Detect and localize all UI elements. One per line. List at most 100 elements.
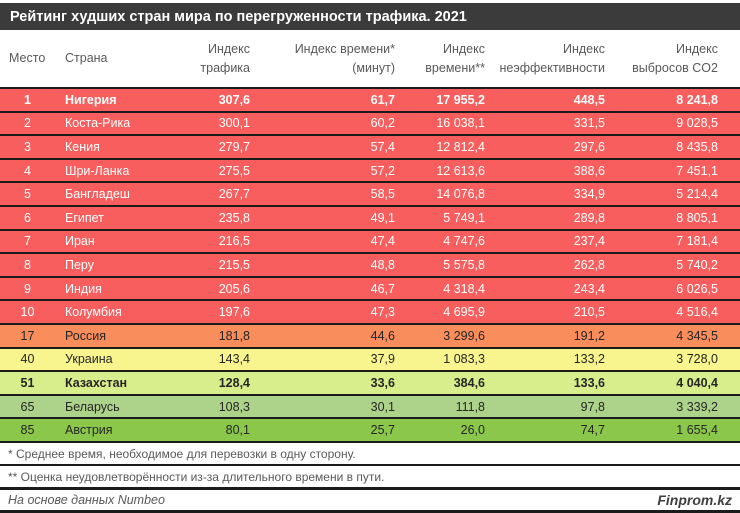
cell-traffic: 143,4 [218, 352, 250, 367]
cell-country: Россия [65, 328, 106, 343]
cell-inefficiency: 331,5 [573, 116, 605, 131]
cell-co2: 5 740,2 [676, 257, 718, 272]
cell-co2: 8 241,8 [676, 92, 718, 107]
cell-time_minutes: 57,2 [370, 163, 395, 178]
cell-co2: 8 435,8 [676, 139, 718, 154]
cell-time_minutes: 44,6 [370, 328, 395, 343]
cell-time_index: 4 747,6 [443, 234, 485, 249]
column-header-co2: Индекс выбросов CO2 [632, 42, 718, 75]
cell-traffic: 197,6 [218, 305, 250, 320]
cell-place: 9 [24, 281, 31, 296]
cell-country: Египет [65, 210, 104, 225]
cell-place: 2 [24, 116, 31, 131]
cell-traffic: 275,5 [218, 163, 250, 178]
cell-co2: 9 028,5 [676, 116, 718, 131]
cell-country: Беларусь [65, 399, 120, 414]
footnote-1: * Среднее время, необходимое для перевоз… [0, 441, 740, 464]
cell-time_index: 1 083,3 [443, 352, 485, 367]
cell-time_minutes: 48,8 [370, 257, 395, 272]
cell-traffic: 205,6 [218, 281, 250, 296]
cell-traffic: 267,7 [218, 187, 250, 202]
brand-label: Finprom.kz [657, 492, 732, 508]
table-header-row: Место Страна Индекс трафика Индекс времени*(… [0, 30, 740, 87]
cell-place: 51 [20, 375, 35, 390]
cell-co2: 1 655,4 [676, 423, 718, 438]
column-header-place: Место [9, 51, 46, 66]
title-bar: Рейтинг худших стран мира по перегруженн… [0, 3, 740, 30]
cell-traffic: 300,1 [218, 116, 250, 131]
table-body: 1 Нигерия 307,6 61,7 17 955,2 448,5 8 241,8 2 Ко… [0, 87, 740, 441]
cell-time_index: 17 955,2 [436, 92, 485, 107]
cell-place: 4 [24, 163, 31, 178]
cell-time_minutes: 30,1 [370, 399, 395, 414]
column-header-country: Страна [65, 51, 108, 66]
table-row: 51 Казахстан 128,4 33,6 384,6 133,6 4 040,4 [0, 370, 740, 394]
cell-traffic: 235,8 [218, 210, 250, 225]
table-row: 3 Кения 279,7 57,4 12 812,4 297,6 8 435,8 [0, 134, 740, 158]
cell-co2: 4 516,4 [676, 305, 718, 320]
footnote-1-text: * Среднее время, необходимое для перевоз… [8, 446, 356, 461]
cell-time_index: 5 749,1 [443, 210, 485, 225]
cell-co2: 8 805,1 [676, 210, 718, 225]
table-row: 8 Перу 215,5 48,8 5 575,8 262,8 5 740,2 [0, 252, 740, 276]
table-row: 5 Бангладеш 267,7 58,5 14 076,8 334,9 5 214,4 [0, 181, 740, 205]
cell-inefficiency: 210,5 [573, 305, 605, 320]
table-row: 85 Австрия 80,1 25,7 26,0 74,7 1 655,4 [0, 417, 740, 441]
table-row: 4 Шри-Ланка 275,5 57,2 12 613,6 388,6 7 451,1 [0, 157, 740, 182]
cell-inefficiency: 262,8 [573, 257, 605, 272]
cell-time_index: 14 076,8 [436, 187, 485, 202]
cell-time_index: 12 613,6 [436, 163, 485, 178]
cell-inefficiency: 297,6 [573, 139, 605, 154]
cell-country: Бангладеш [65, 187, 130, 202]
table-row: 2 Коста-Рика 300,1 60,2 16 038,1 331,5 9 028,5 [0, 110, 740, 135]
cell-place: 1 [24, 92, 31, 107]
cell-country: Иран [65, 234, 95, 249]
page-title: Рейтинг худших стран мира по перегруженн… [10, 8, 467, 25]
column-header-traffic: Индекс трафика [200, 42, 250, 75]
cell-co2: 6 026,5 [676, 281, 718, 296]
cell-traffic: 216,5 [218, 234, 250, 249]
column-header-inefficiency: Индекс неэффективности [499, 42, 605, 75]
cell-country: Индия [65, 281, 102, 296]
cell-time_minutes: 25,7 [370, 423, 395, 438]
cell-time_minutes: 33,6 [370, 375, 395, 390]
cell-co2: 7 181,4 [676, 234, 718, 249]
cell-traffic: 128,4 [218, 375, 250, 390]
cell-co2: 4 040,4 [676, 375, 718, 390]
cell-time_index: 3 299,6 [443, 328, 485, 343]
cell-time_index: 12 812,4 [436, 139, 485, 154]
cell-inefficiency: 448,5 [573, 92, 605, 107]
cell-country: Нигерия [65, 92, 117, 107]
cell-inefficiency: 243,4 [573, 281, 605, 296]
table-row: 9 Индия 205,6 46,7 4 318,4 243,4 6 026,5 [0, 275, 740, 300]
source-row: На основе данных Numbeo Finprom.kz [0, 487, 740, 513]
footnote-2-text: ** Оценка неудовлетворённости из-за длит… [8, 469, 385, 484]
column-header-time_index: Индекс времени** [425, 42, 485, 75]
cell-country: Украина [65, 352, 113, 367]
cell-co2: 3 728,0 [676, 352, 718, 367]
cell-time_minutes: 47,3 [370, 305, 395, 320]
cell-co2: 5 214,4 [676, 187, 718, 202]
table-row: 40 Украина 143,4 37,9 1 083,3 133,2 3 728,0 [0, 346, 740, 371]
cell-time_minutes: 49,1 [370, 210, 395, 225]
cell-place: 65 [20, 399, 35, 414]
cell-inefficiency: 97,8 [580, 399, 605, 414]
cell-time_minutes: 58,5 [370, 187, 395, 202]
table-row: 1 Нигерия 307,6 61,7 17 955,2 448,5 8 241,8 [0, 87, 740, 111]
cell-country: Колумбия [65, 305, 122, 320]
cell-country: Перу [65, 257, 94, 272]
cell-inefficiency: 191,2 [573, 328, 605, 343]
cell-co2: 7 451,1 [676, 163, 718, 178]
cell-inefficiency: 133,2 [573, 352, 605, 367]
cell-inefficiency: 388,6 [573, 163, 605, 178]
table-row: 10 Колумбия 197,6 47,3 4 695,9 210,5 4 516,4 [0, 299, 740, 323]
cell-traffic: 80,1 [225, 423, 250, 438]
cell-time_index: 26,0 [460, 423, 485, 438]
cell-traffic: 181,8 [218, 328, 250, 343]
cell-country: Кения [65, 139, 100, 154]
cell-traffic: 307,6 [218, 92, 250, 107]
cell-inefficiency: 289,8 [573, 210, 605, 225]
cell-co2: 3 339,2 [676, 399, 718, 414]
cell-time_index: 4 318,4 [443, 281, 485, 296]
